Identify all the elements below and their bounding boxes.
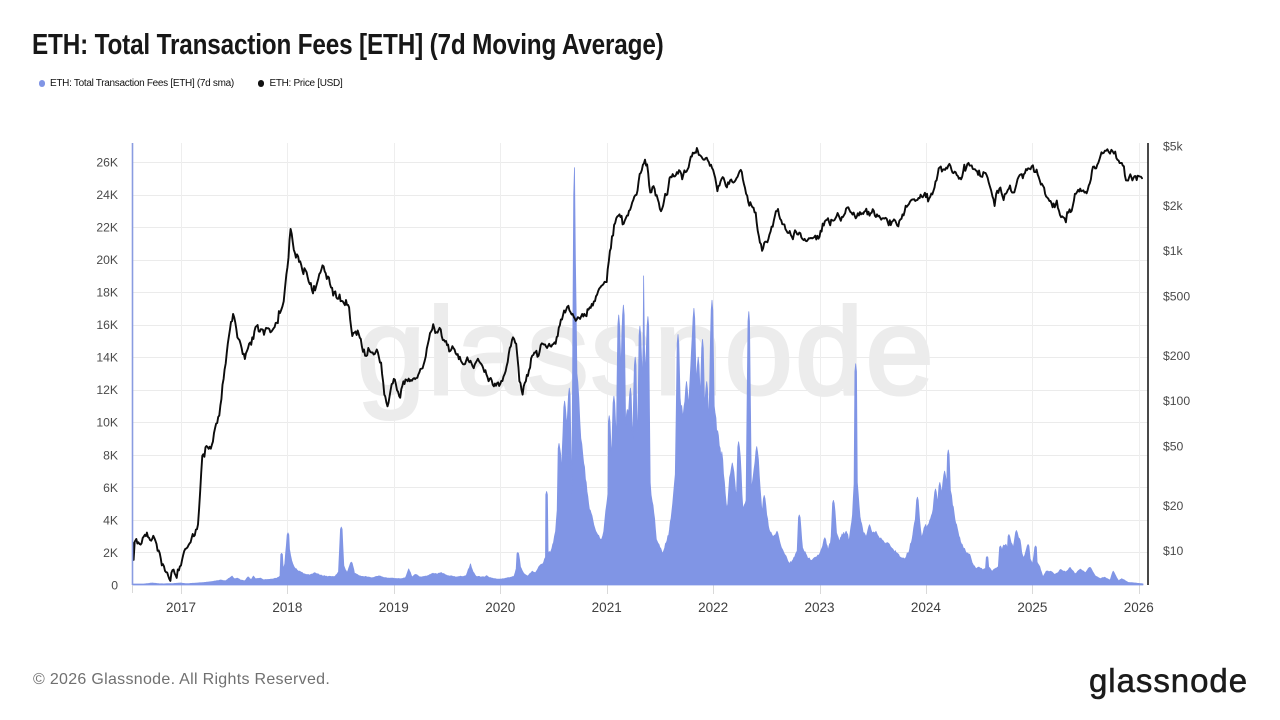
svg-text:2022: 2022 — [698, 600, 728, 615]
svg-text:$10: $10 — [1163, 544, 1184, 558]
svg-text:16K: 16K — [96, 318, 118, 332]
svg-text:10K: 10K — [96, 416, 118, 430]
svg-text:$2k: $2k — [1163, 199, 1184, 213]
svg-text:8K: 8K — [103, 448, 118, 462]
svg-text:$200: $200 — [1163, 349, 1190, 363]
svg-text:24K: 24K — [96, 188, 118, 202]
svg-text:$5k: $5k — [1163, 139, 1184, 153]
svg-text:4K: 4K — [103, 513, 118, 527]
svg-text:22K: 22K — [96, 221, 118, 235]
svg-text:2026: 2026 — [1124, 600, 1154, 615]
svg-text:2017: 2017 — [166, 600, 196, 615]
svg-text:2020: 2020 — [485, 600, 515, 615]
svg-text:26K: 26K — [96, 155, 118, 169]
svg-text:$500: $500 — [1163, 289, 1190, 303]
svg-text:14K: 14K — [96, 351, 118, 365]
svg-text:$1k: $1k — [1163, 244, 1184, 258]
svg-text:2023: 2023 — [804, 600, 834, 615]
svg-text:2019: 2019 — [379, 600, 409, 615]
svg-text:2K: 2K — [103, 546, 118, 560]
svg-text:2021: 2021 — [592, 600, 622, 615]
svg-text:6K: 6K — [103, 481, 118, 495]
svg-text:0: 0 — [111, 578, 118, 592]
svg-text:$100: $100 — [1163, 394, 1190, 408]
svg-text:$50: $50 — [1163, 439, 1184, 453]
svg-text:2018: 2018 — [272, 600, 302, 615]
svg-text:18K: 18K — [96, 286, 118, 300]
svg-text:2024: 2024 — [911, 600, 942, 615]
svg-text:2025: 2025 — [1017, 600, 1047, 615]
svg-text:12K: 12K — [96, 383, 118, 397]
svg-text:$20: $20 — [1163, 499, 1184, 513]
svg-text:20K: 20K — [96, 253, 118, 267]
